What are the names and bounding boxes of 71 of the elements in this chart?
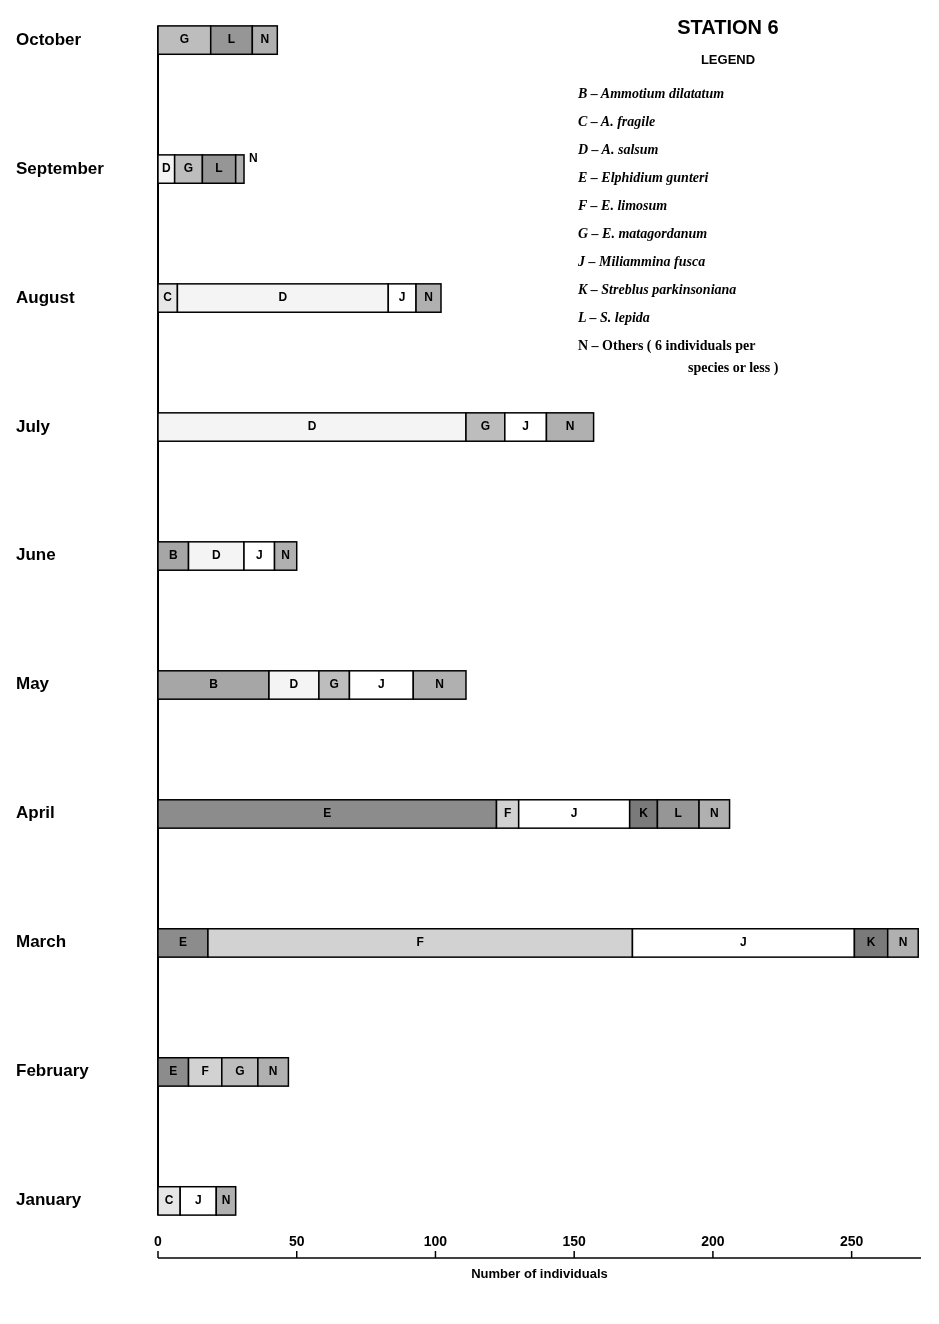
text: N xyxy=(260,32,270,47)
x-axis-title: Number of individuals xyxy=(471,1266,608,1281)
y-tick-label: July xyxy=(16,416,51,436)
y-tick-label: October xyxy=(16,29,82,49)
series-label: F xyxy=(201,1064,209,1079)
series-label: D xyxy=(161,161,171,176)
y-tick-label: June xyxy=(16,545,56,565)
text: D xyxy=(211,548,221,563)
annotation: J – Miliammina fusca xyxy=(577,254,706,269)
x-tick-label: 150 xyxy=(562,1233,587,1249)
text: N xyxy=(435,677,444,692)
annotation: L – S. lepida xyxy=(577,310,650,325)
series-label: E xyxy=(169,1064,178,1079)
series-label: B xyxy=(168,548,178,563)
text: N xyxy=(221,1193,231,1208)
text: N xyxy=(424,290,433,305)
text: D xyxy=(278,290,288,305)
annotation: F – E. limosum xyxy=(577,198,668,213)
text: G xyxy=(179,32,190,47)
text: J xyxy=(378,677,385,692)
text: G xyxy=(329,677,339,692)
text: F xyxy=(503,806,512,821)
text: J xyxy=(398,290,406,305)
text: D xyxy=(289,677,299,692)
annotation: N – Others ( 6 individuals per species or less ) xyxy=(578,338,779,376)
x-tick-label: 200 xyxy=(701,1233,725,1249)
text: N xyxy=(268,1064,278,1079)
y-tick-label: January xyxy=(16,1190,82,1210)
text: L xyxy=(215,161,223,176)
annotation: D – A. salsum xyxy=(577,142,659,157)
x-tick-label: 100 xyxy=(423,1233,448,1249)
y-tick-label: September xyxy=(16,158,105,178)
series-label: L xyxy=(227,32,236,47)
text: J xyxy=(522,419,529,434)
text: F xyxy=(416,935,424,950)
text: N xyxy=(898,935,908,950)
text: N xyxy=(281,548,290,563)
y-tick-label: May xyxy=(16,674,50,694)
text: L xyxy=(674,806,682,821)
legend-title: LEGEND xyxy=(700,52,756,67)
annotation: B – Ammotium dilatatum xyxy=(577,86,725,101)
text: J xyxy=(194,1193,202,1208)
text: K xyxy=(866,935,876,950)
x-tick-label: 50 xyxy=(288,1233,305,1249)
text: B xyxy=(209,677,218,692)
annotation: C – A. fragile xyxy=(578,114,656,129)
series-label: J xyxy=(255,548,263,563)
text: N xyxy=(709,806,719,821)
y-tick-label: April xyxy=(16,803,55,823)
annotation: G – E. matagordanum xyxy=(578,226,708,241)
annotation: K – Streblus parkinsoniana xyxy=(577,282,737,297)
series-label: N xyxy=(249,151,258,166)
text: E xyxy=(323,806,332,821)
text: G xyxy=(183,161,194,176)
text: N xyxy=(565,419,575,434)
series-label: G xyxy=(235,1064,245,1079)
annotation: E – Elphidium gunteri xyxy=(577,170,709,185)
text: D xyxy=(307,419,317,434)
y-tick-label: August xyxy=(16,287,75,307)
text: G xyxy=(480,419,491,434)
x-tick-label: 0 xyxy=(154,1233,163,1249)
series-label: K xyxy=(639,806,649,821)
text: C xyxy=(164,1193,174,1208)
y-tick-label: February xyxy=(16,1061,90,1081)
text: J xyxy=(740,935,747,950)
chart-title: STATION 6 xyxy=(677,16,779,38)
text: J xyxy=(570,806,578,821)
text: E xyxy=(178,935,187,950)
x-tick-label: 250 xyxy=(839,1233,864,1249)
y-tick-label: March xyxy=(16,932,67,952)
series-label: C xyxy=(163,290,173,305)
